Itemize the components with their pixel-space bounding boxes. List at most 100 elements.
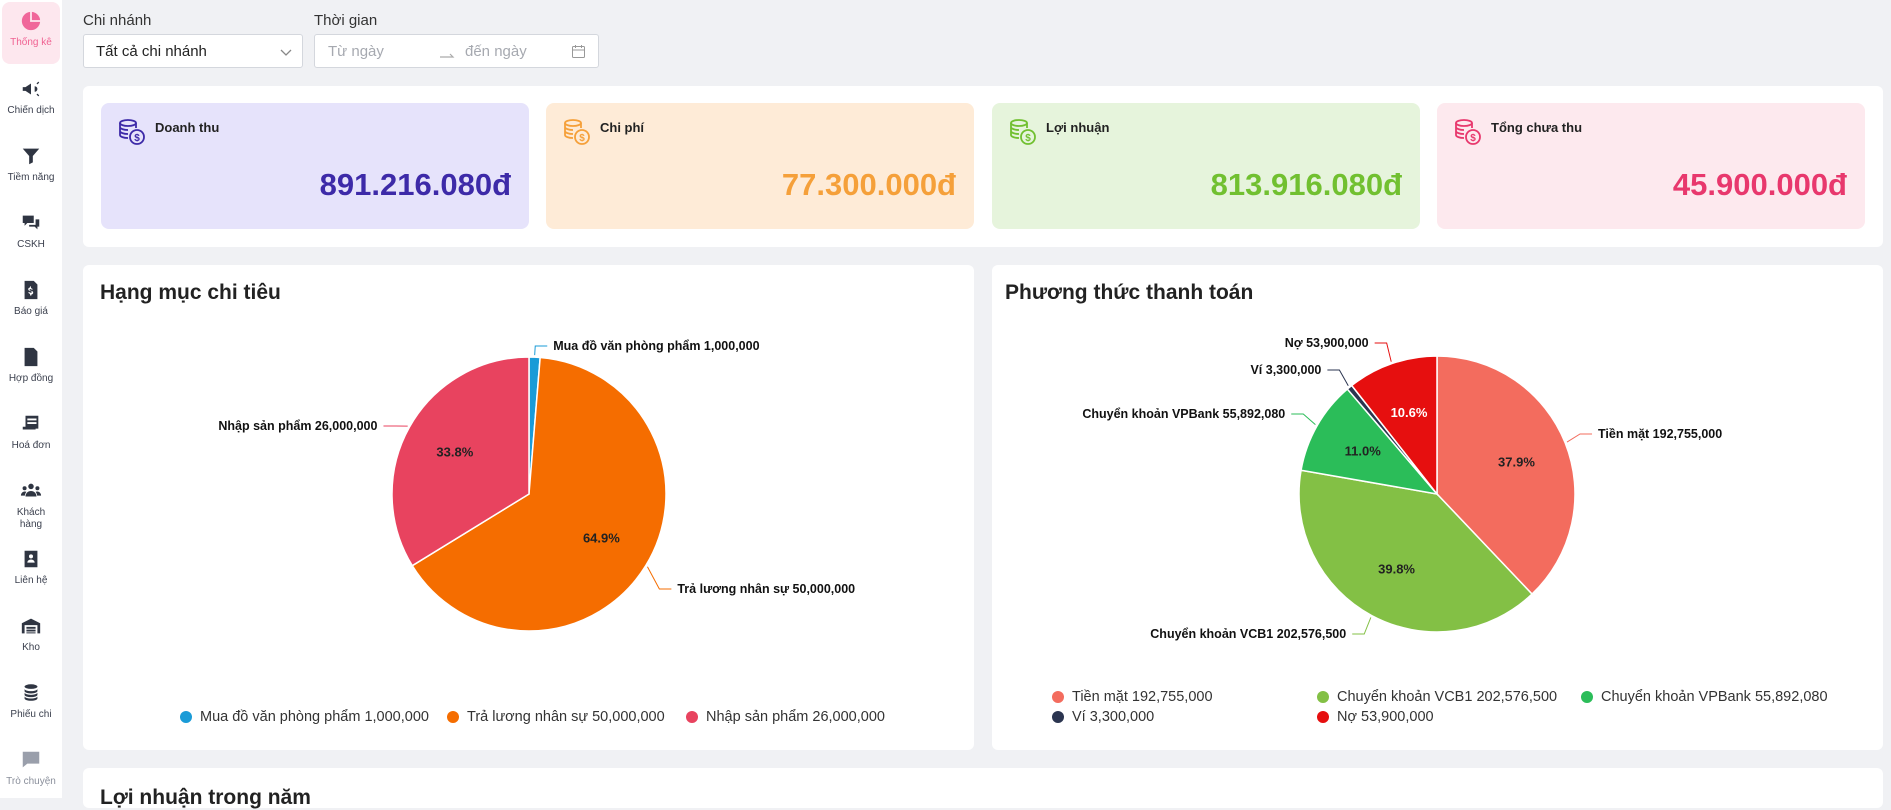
sidebar-item-label: Thống kê xyxy=(10,37,52,49)
sidebar-item-label: Tiềm năng xyxy=(8,172,55,184)
sidebar-item-label: Liên hệ xyxy=(15,575,48,587)
coins-icon xyxy=(20,682,42,704)
contract-document-icon xyxy=(20,346,42,368)
callout-leader-line xyxy=(1375,343,1392,362)
sidebar-item-label: Hợp đồng xyxy=(9,373,53,385)
legend-dot xyxy=(1317,691,1329,703)
sidebar-item-label-line2: hàng xyxy=(20,519,42,531)
summary-card-title: Tổng chưa thu xyxy=(1491,120,1582,135)
sidebar-item-label: Phiếu chi xyxy=(10,709,51,721)
legend-dot xyxy=(1581,691,1593,703)
callout-leader-line xyxy=(1352,617,1371,634)
sidebar-item-label: Hoá đơn xyxy=(12,440,51,452)
legend-label: Mua đồ văn phòng phẩm 1,000,000 xyxy=(200,709,429,725)
svg-text:$: $ xyxy=(579,133,585,144)
legend-dot xyxy=(1317,711,1329,723)
summary-card-value: 813.916.080đ xyxy=(1211,167,1402,203)
funnel-icon xyxy=(20,145,42,167)
summary-card: $ Chi phí 77.300.000đ xyxy=(546,103,974,229)
sidebar-item-cskh[interactable]: CSKH xyxy=(2,204,60,266)
money-coins-icon: $ xyxy=(1453,117,1483,147)
sidebar-item-tiem-nang[interactable]: Tiềm năng xyxy=(2,137,60,199)
legend-item[interactable]: Chuyển khoản VPBank 55,892,080 xyxy=(1581,689,1828,705)
sidebar-item-phieu-chi[interactable]: Phiếu chi xyxy=(2,674,60,736)
sidebar-item-hop-dong[interactable]: Hợp đồng xyxy=(2,338,60,400)
sidebar-item-tro-chuyen[interactable]: Trò chuyện xyxy=(2,741,60,803)
legend-label: Nhập sản phẩm 26,000,000 xyxy=(706,709,885,725)
expense-category-chart: Mua đồ văn phòng phẩm 1,000,000 64.9% Trả … xyxy=(83,265,974,750)
warehouse-icon xyxy=(20,615,42,637)
summary-card-title: Chi phí xyxy=(600,120,644,135)
legend-dot xyxy=(1052,691,1064,703)
legend-dot xyxy=(447,711,459,723)
slice-percent-label: 10.6% xyxy=(1391,405,1428,420)
legend-dot xyxy=(1052,711,1064,723)
legend-item[interactable]: Nhập sản phẩm 26,000,000 xyxy=(686,709,885,725)
sidebar-item-chien-dich[interactable]: Chiến dịch xyxy=(2,70,60,132)
slice-callout-label: Mua đồ văn phòng phẩm 1,000,000 xyxy=(553,339,759,353)
callout-leader-line xyxy=(647,567,671,589)
contact-book-icon xyxy=(20,548,42,570)
branch-select-value: Tất cả chi nhánh xyxy=(96,43,207,60)
legend-label: Chuyển khoản VCB1 202,576,500 xyxy=(1337,689,1557,705)
callout-leader-line xyxy=(535,346,548,355)
legend-label: Tiền mặt 192,755,000 xyxy=(1072,689,1213,705)
expense-category-panel: Hạng mục chi tiêu Mua đồ văn phòng phẩm … xyxy=(83,265,974,750)
sidebar-item-bao-gia[interactable]: Báo giá xyxy=(2,271,60,333)
legend-label: Chuyển khoản VPBank 55,892,080 xyxy=(1601,689,1828,705)
date-range-picker[interactable]: Từ ngày đến ngày xyxy=(314,34,599,68)
slice-callout-label: Ví 3,300,000 xyxy=(1250,363,1321,377)
slice-percent-label: 11.0% xyxy=(1345,444,1382,459)
summary-card-title: Doanh thu xyxy=(155,120,219,135)
sidebar-item-hoa-don[interactable]: Hoá đơn xyxy=(2,405,60,467)
sidebar-item-khach-hang[interactable]: Khách hàng xyxy=(2,472,60,534)
calendar-icon xyxy=(571,44,586,59)
branch-select[interactable]: Tất cả chi nhánh xyxy=(83,34,303,68)
callout-leader-line xyxy=(1567,434,1592,442)
callout-leader-line xyxy=(1291,414,1315,425)
sidebar-item-label: Trò chuyện xyxy=(6,776,56,788)
money-coins-icon: $ xyxy=(1008,117,1038,147)
slice-percent-label: 64.9% xyxy=(583,530,620,545)
callout-leader-line xyxy=(1327,370,1348,386)
pie-chart-icon xyxy=(20,10,42,32)
invoice-icon xyxy=(20,413,42,435)
sidebar: Thống kê Chiến dịch Tiềm năng CSKH Báo g… xyxy=(0,0,62,798)
dollar-document-icon xyxy=(20,279,42,301)
yearly-profit-panel: Lợi nhuận trong năm xyxy=(83,768,1883,808)
sidebar-item-kho[interactable]: Kho xyxy=(2,607,60,669)
svg-text:$: $ xyxy=(1470,133,1476,144)
to-date-input[interactable]: đến ngày xyxy=(465,43,527,60)
arrow-right-icon xyxy=(439,48,455,58)
slice-percent-label: 37.9% xyxy=(1498,454,1535,469)
legend-label: Ví 3,300,000 xyxy=(1072,709,1154,725)
summary-card: $ Tổng chưa thu 45.900.000đ xyxy=(1437,103,1865,229)
legend-dot xyxy=(686,711,698,723)
money-coins-icon: $ xyxy=(562,117,592,147)
legend-item[interactable]: Trả lương nhân sự 50,000,000 xyxy=(447,709,665,725)
slice-callout-label: Trả lương nhân sự 50,000,000 xyxy=(677,582,855,596)
sidebar-item-thong-ke[interactable]: Thống kê xyxy=(2,2,60,64)
sidebar-item-lien-he[interactable]: Liên hệ xyxy=(2,540,60,602)
legend-dot xyxy=(180,711,192,723)
slice-callout-label: Nhập sản phẩm 26,000,000 xyxy=(218,419,377,433)
yearly-profit-title: Lợi nhuận trong năm xyxy=(100,786,311,810)
from-date-input[interactable]: Từ ngày xyxy=(328,43,384,60)
megaphone-icon xyxy=(20,78,42,100)
legend-item[interactable]: Nợ 53,900,000 xyxy=(1317,709,1434,725)
legend-label: Trả lương nhân sự 50,000,000 xyxy=(467,709,665,725)
slice-percent-label: 33.8% xyxy=(436,445,473,460)
payment-method-panel: Phương thức thanh toán 37.9%Tiền mặt 192… xyxy=(992,265,1883,750)
slice-callout-label: Chuyển khoản VPBank 55,892,080 xyxy=(1082,407,1285,421)
message-icon xyxy=(20,749,42,771)
slice-callout-label: Chuyển khoản VCB1 202,576,500 xyxy=(1150,627,1346,641)
summary-card-value: 45.900.000đ xyxy=(1673,167,1847,203)
legend-item[interactable]: Tiền mặt 192,755,000 xyxy=(1052,689,1213,705)
sidebar-item-label: CSKH xyxy=(17,239,45,251)
summary-card-value: 77.300.000đ xyxy=(782,167,956,203)
legend-item[interactable]: Mua đồ văn phòng phẩm 1,000,000 xyxy=(180,709,429,725)
sidebar-item-label: Khách xyxy=(17,507,45,519)
legend-item[interactable]: Ví 3,300,000 xyxy=(1052,709,1154,725)
legend-item[interactable]: Chuyển khoản VCB1 202,576,500 xyxy=(1317,689,1557,705)
